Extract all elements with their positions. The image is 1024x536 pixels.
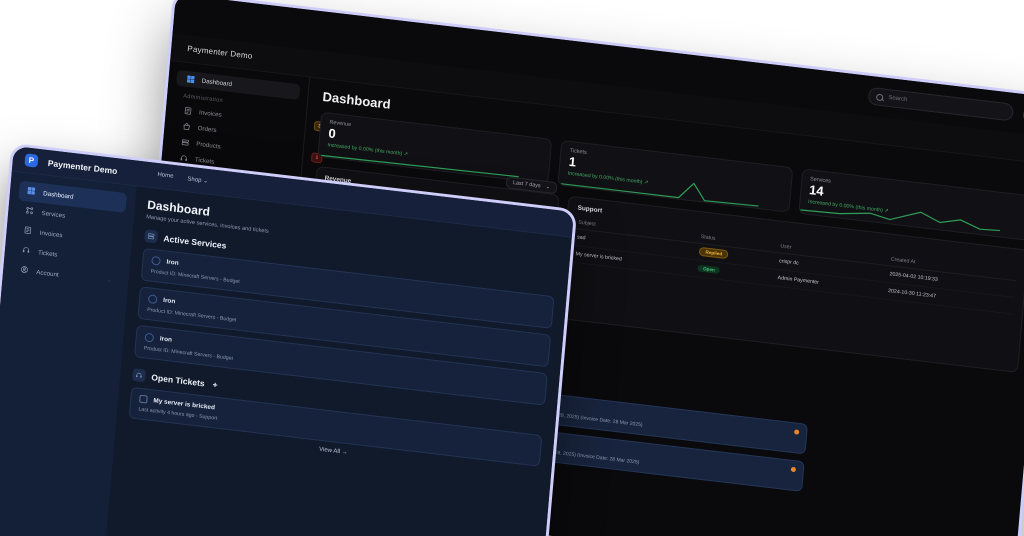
sidebar-item-invoices[interactable]: Invoices3 <box>173 101 326 132</box>
status-dot-icon <box>144 332 155 343</box>
nav-item-shop[interactable]: Shop ⌄ <box>187 176 209 185</box>
sidebar-item-label: Tickets <box>194 155 215 166</box>
server-icon <box>144 229 159 244</box>
service-name: Iron <box>162 296 176 306</box>
client-sidebar-item-services[interactable]: Services <box>17 200 126 232</box>
client-brand: Paymenter Demo <box>47 157 118 176</box>
open-tickets-header: Open Tickets + <box>131 368 544 429</box>
service-name: Iron <box>166 258 179 267</box>
nav-item-home[interactable]: Home <box>157 171 174 180</box>
client-sidebar-item-dashboard[interactable]: Dashboard <box>18 180 128 213</box>
client-sidebar-label: Dashboard <box>42 189 74 201</box>
sidebar-item-tickets[interactable]: Tickets <box>169 149 293 179</box>
client-sidebar-item-tickets[interactable]: Tickets <box>13 240 122 272</box>
sidebar-item-products[interactable]: Products 1 <box>171 133 323 164</box>
sidebar-item-label: Invoices <box>198 108 223 119</box>
stat-card-services: Services 14 Increased by 0.00% (this mon… <box>798 168 1024 241</box>
search-input[interactable]: Search <box>867 86 1015 122</box>
sidebar-item-orders[interactable]: Orders <box>172 117 296 147</box>
client-sidebar: Dashboard Services Invoices Tickets Acco… <box>0 171 137 536</box>
sidebar-item-label: Dashboard <box>201 77 233 88</box>
client-sidebar-label: Account <box>36 268 59 279</box>
grid-icon <box>186 75 195 84</box>
sparkline <box>318 154 519 178</box>
document-icon <box>184 106 193 115</box>
stat-card-revenue: Revenue 0 Increased by 0.00% (this month… <box>317 111 553 185</box>
add-ticket-button[interactable]: + <box>212 378 219 390</box>
service-name: Iron <box>159 335 173 344</box>
search-icon <box>875 93 884 101</box>
sparkline <box>558 182 759 207</box>
active-services-title: Active Services <box>163 232 227 251</box>
sidebar-item-dashboard[interactable]: Dashboard <box>176 69 301 101</box>
status-dot-icon <box>147 294 158 305</box>
box-icon <box>181 138 190 147</box>
client-main: Dashboard Manage your active services, i… <box>102 186 572 536</box>
open-tickets-title: Open Tickets <box>151 371 206 388</box>
client-sidebar-item-invoices[interactable]: Invoices <box>15 220 124 252</box>
admin-brand: Paymenter Demo <box>187 44 253 61</box>
arrow-right-icon: → <box>341 449 348 457</box>
nodes-icon <box>25 206 34 217</box>
active-services-header: Active Services <box>144 229 556 290</box>
client-window: P Paymenter Demo Home Shop ⌄ Dashboard Se… <box>0 146 574 536</box>
logo-icon: P <box>24 153 39 168</box>
client-sidebar-label: Tickets <box>37 248 58 259</box>
status-badge: Open <box>697 264 721 275</box>
user-circle-icon <box>20 265 29 276</box>
bag-icon <box>182 122 191 131</box>
range-label: Last 7 days <box>512 180 541 190</box>
view-all-label: View All <box>318 446 341 456</box>
document-icon <box>23 226 32 237</box>
sidebar-item-label: Products <box>195 140 221 151</box>
status-badge: Replied <box>699 246 729 260</box>
sidebar-item-label: Orders <box>197 124 217 134</box>
chevron-down-icon: ⌄ <box>545 183 551 191</box>
search-placeholder: Search <box>888 94 908 104</box>
client-sidebar-label: Invoices <box>39 229 63 239</box>
client-sidebar-item-account[interactable]: Account ⌄ <box>11 259 120 291</box>
grid-icon <box>27 186 36 197</box>
ticket-icon <box>139 394 148 404</box>
stat-cards: Revenue 0 Increased by 0.00% (this month… <box>317 111 1024 241</box>
invoice-status-dot <box>790 466 797 473</box>
client-sidebar-label: Services <box>41 209 66 220</box>
chevron-down-icon: ⌄ <box>106 277 112 284</box>
client-nav: Home Shop ⌄ <box>157 172 208 185</box>
headset-icon <box>180 154 189 163</box>
invoice-status-dot <box>793 429 800 435</box>
status-dot-icon <box>151 255 161 266</box>
headset-icon <box>131 368 147 383</box>
sparkline <box>799 209 1000 232</box>
stat-card-tickets: Tickets 1 Increased by 0.00% (this month… <box>557 140 793 213</box>
headset-icon <box>22 246 31 257</box>
